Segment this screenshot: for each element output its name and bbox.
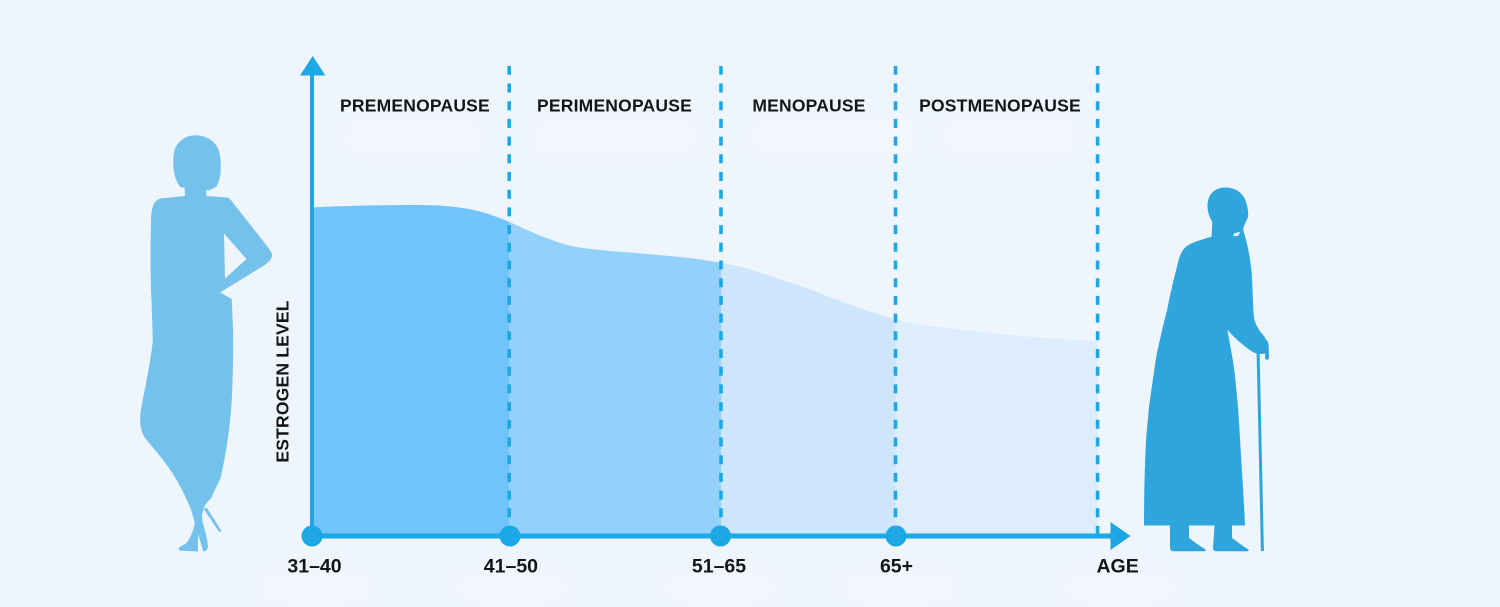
svg-text:PERIMENOPAUSE: PERIMENOPAUSE [537,96,692,116]
svg-text:MENOPAUSE: MENOPAUSE [752,96,865,116]
svg-text:41–50: 41–50 [484,556,538,578]
svg-text:ESTROGEN LEVEL: ESTROGEN LEVEL [273,300,293,462]
svg-text:31–40: 31–40 [287,556,341,578]
svg-text:POSTMENOPAUSE: POSTMENOPAUSE [919,96,1081,116]
svg-text:AGE: AGE [1096,556,1138,578]
svg-text:65+: 65+ [880,556,913,578]
svg-text:51–65: 51–65 [692,556,746,578]
svg-text:PREMENOPAUSE: PREMENOPAUSE [340,96,490,116]
